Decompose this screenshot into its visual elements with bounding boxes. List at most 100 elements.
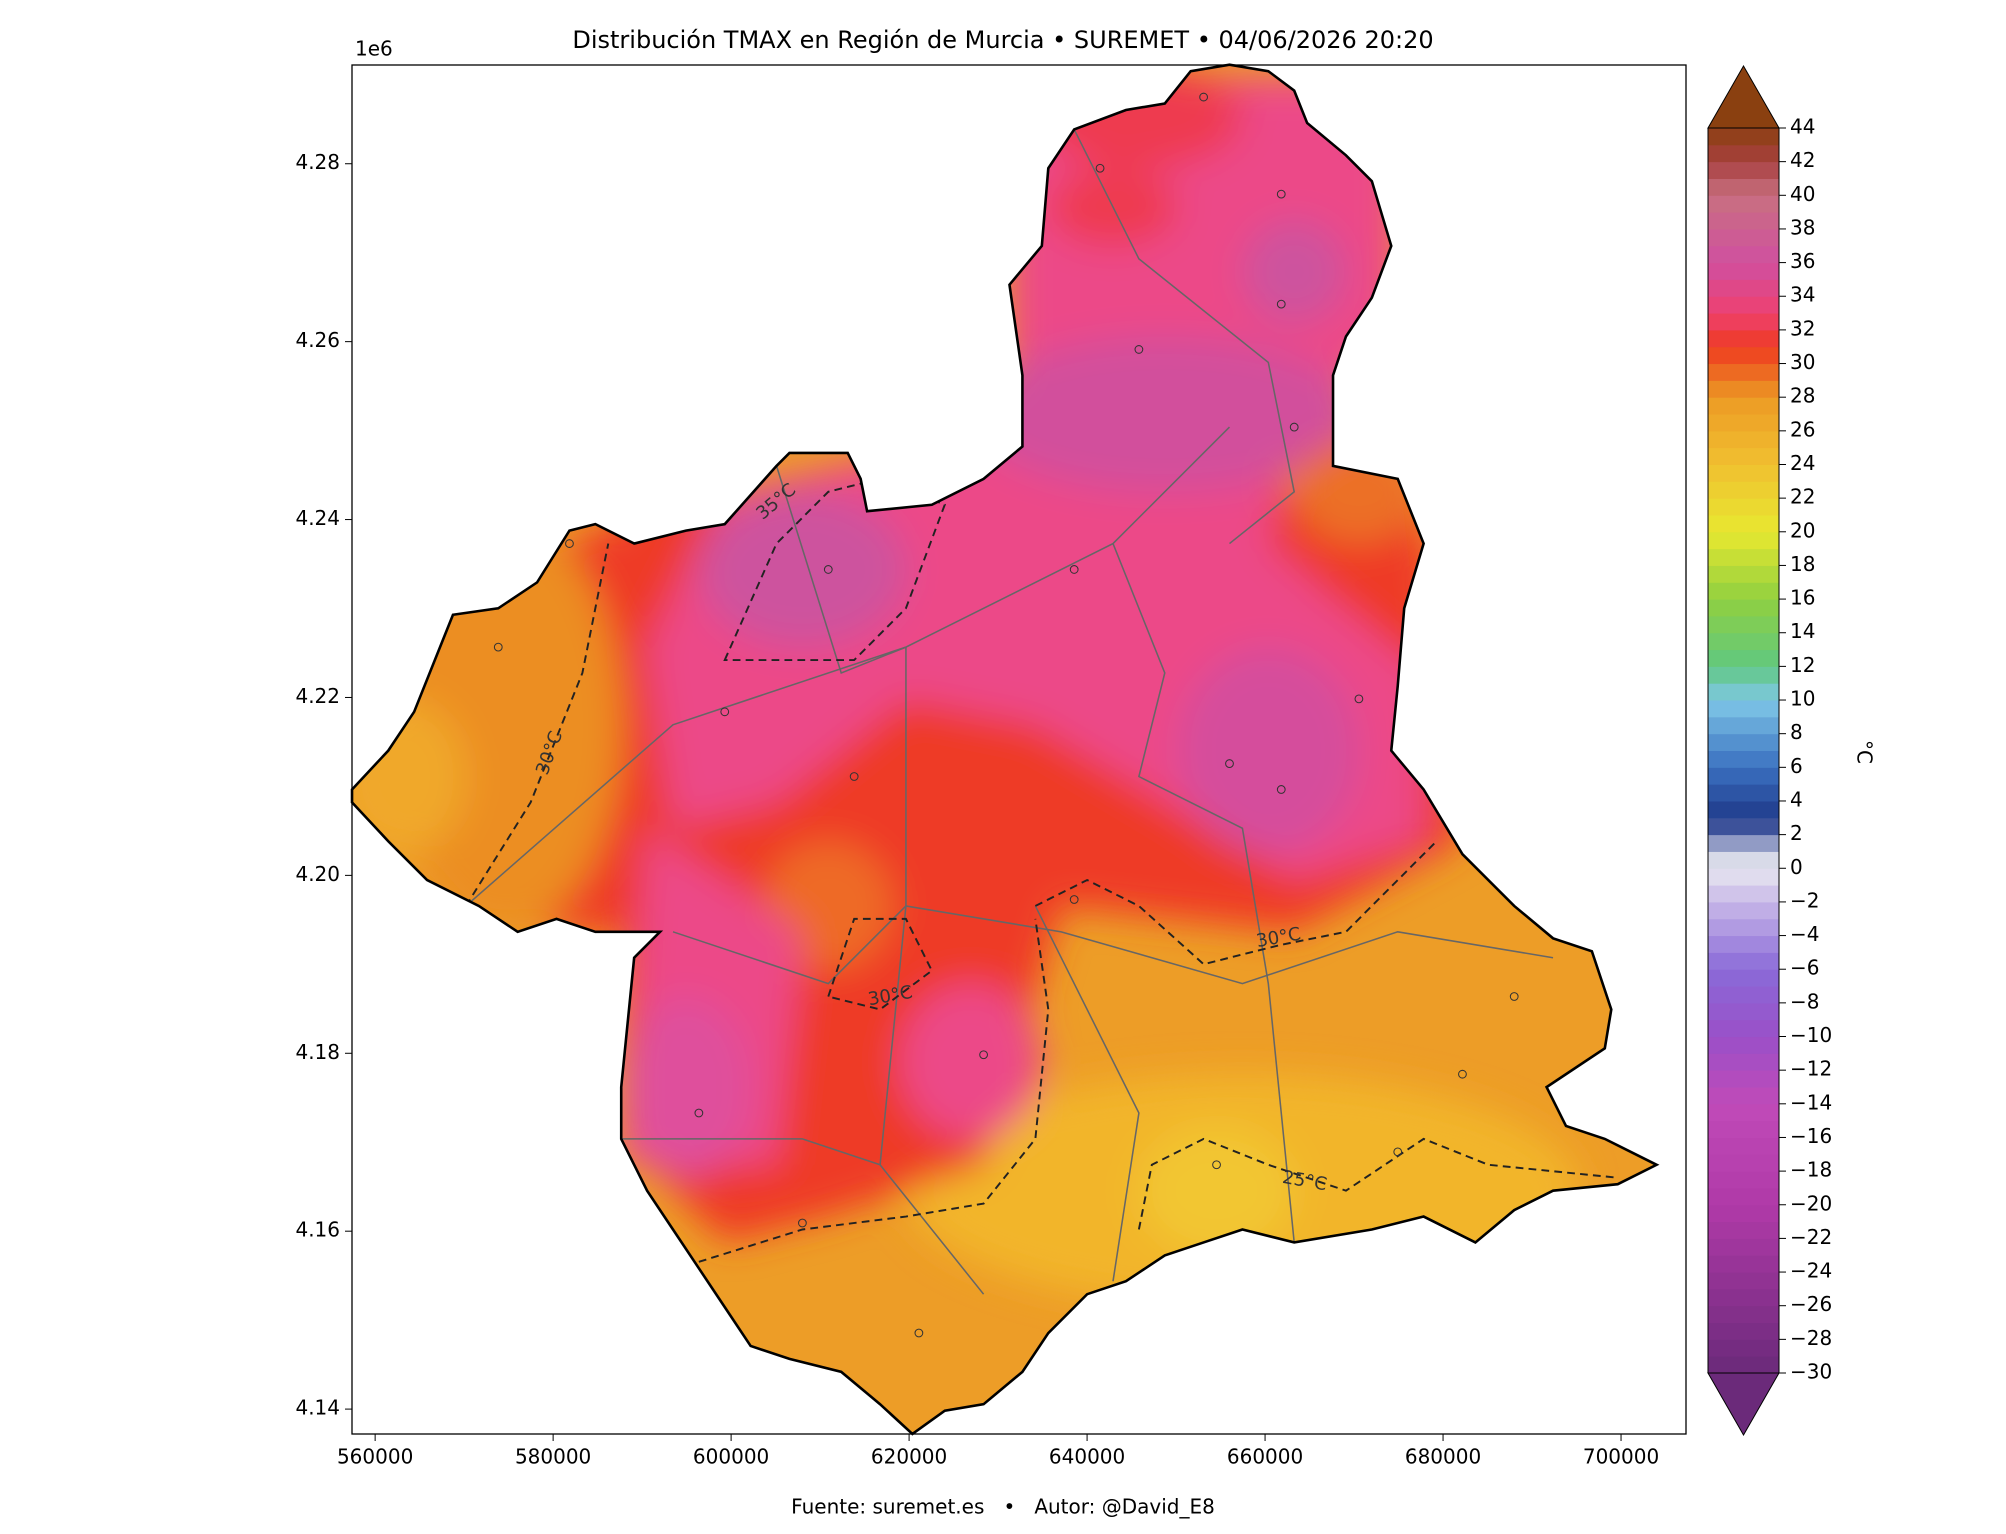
colorbar-band bbox=[1708, 767, 1779, 785]
colorbar-band bbox=[1708, 262, 1779, 280]
colorbar-band bbox=[1708, 1103, 1779, 1122]
colorbar-band bbox=[1708, 245, 1779, 264]
colorbar-band bbox=[1708, 918, 1779, 937]
colorbar-tick-label: −10 bbox=[1790, 1023, 1832, 1047]
colorbar-band bbox=[1708, 834, 1779, 852]
y-tick-label: 4.20 bbox=[295, 862, 340, 886]
colorbar-tick-label: 12 bbox=[1790, 653, 1815, 677]
colorbar-band bbox=[1708, 329, 1779, 348]
colorbar-band bbox=[1708, 279, 1779, 297]
colorbar-tick-label: 10 bbox=[1790, 687, 1815, 711]
colorbar-band bbox=[1708, 296, 1779, 314]
colorbar-band bbox=[1708, 885, 1779, 903]
colorbar-band bbox=[1708, 565, 1779, 583]
colorbar-tick-label: 32 bbox=[1790, 316, 1815, 340]
y-offset-label: 1e6 bbox=[355, 37, 393, 61]
colorbar-tick-label: −12 bbox=[1790, 1057, 1832, 1081]
colorbar-tick-label: 18 bbox=[1790, 552, 1815, 576]
colorbar-band bbox=[1708, 346, 1779, 365]
colorbar-tick-label: 42 bbox=[1790, 148, 1815, 172]
x-tick-label: 580000 bbox=[515, 1445, 591, 1469]
colorbar-extend-bottom bbox=[1707, 1372, 1780, 1437]
colorbar-band bbox=[1708, 952, 1779, 970]
colorbar-tick-label: 28 bbox=[1790, 384, 1815, 408]
colorbar-band bbox=[1708, 582, 1779, 600]
x-tick-label: 700000 bbox=[1583, 1445, 1659, 1469]
colorbar-tick-label: −14 bbox=[1790, 1090, 1832, 1114]
colorbar-tick-label: −20 bbox=[1790, 1191, 1832, 1215]
colorbar-band bbox=[1708, 750, 1779, 768]
y-tick-label: 4.24 bbox=[295, 506, 340, 530]
colorbar-label: °C bbox=[1853, 740, 1877, 764]
colorbar-band bbox=[1708, 935, 1779, 953]
colorbar-tick-label: 34 bbox=[1790, 283, 1815, 307]
x-tick-label: 560000 bbox=[337, 1445, 413, 1469]
colorbar-band bbox=[1708, 1238, 1779, 1256]
colorbar-tick-label: 8 bbox=[1790, 720, 1803, 744]
colorbar-band bbox=[1708, 1171, 1779, 1189]
colorbar-tick-label: −28 bbox=[1790, 1326, 1832, 1350]
colorbar-band bbox=[1708, 1255, 1779, 1273]
colorbar-tick-label: −8 bbox=[1790, 989, 1819, 1013]
colorbar-tick-label: −6 bbox=[1790, 956, 1819, 980]
colorbar-band bbox=[1708, 800, 1779, 819]
y-tick-label: 4.18 bbox=[295, 1040, 340, 1064]
y-tick-label: 4.22 bbox=[295, 684, 340, 708]
colorbar-band bbox=[1708, 548, 1779, 566]
colorbar-band bbox=[1708, 1086, 1779, 1105]
colorbar-band bbox=[1708, 1204, 1779, 1223]
colorbar-band bbox=[1708, 632, 1779, 651]
y-tick-label: 4.26 bbox=[295, 328, 340, 352]
colorbar-band bbox=[1708, 514, 1779, 533]
colorbar-band bbox=[1708, 969, 1779, 987]
colorbar-tick-label: 4 bbox=[1790, 787, 1803, 811]
colorbar-band bbox=[1708, 1356, 1779, 1374]
colorbar-band bbox=[1708, 178, 1779, 196]
colorbar-band bbox=[1708, 1272, 1779, 1290]
colorbar-tick-label: 44 bbox=[1790, 115, 1815, 139]
colorbar-band bbox=[1708, 716, 1779, 735]
colorbar-frame bbox=[1707, 127, 1780, 1374]
colorbar-band bbox=[1708, 481, 1779, 499]
x-tick-label: 600000 bbox=[693, 1445, 769, 1469]
colorbar-tick-label: −18 bbox=[1790, 1158, 1832, 1182]
colorbar-band bbox=[1708, 1019, 1779, 1038]
colorbar-band bbox=[1708, 144, 1779, 163]
colorbar-band bbox=[1708, 363, 1779, 381]
colorbar-band bbox=[1708, 700, 1779, 718]
footer: Fuente: suremet.es • Autor: @David_E8 bbox=[791, 1495, 1215, 1519]
colorbar-band bbox=[1708, 1002, 1779, 1021]
colorbar-band bbox=[1708, 784, 1779, 802]
colorbar-band bbox=[1708, 447, 1779, 465]
colorbar-tick-label: 14 bbox=[1790, 619, 1815, 643]
plot-frame bbox=[351, 64, 1687, 1435]
colorbar-tick-label: 6 bbox=[1790, 754, 1803, 778]
stations bbox=[493, 92, 1519, 1338]
colorbar-tick-label: −16 bbox=[1790, 1124, 1832, 1148]
colorbar-tick-label: −4 bbox=[1790, 922, 1819, 946]
colorbar-band bbox=[1708, 464, 1779, 482]
colorbar-band bbox=[1708, 986, 1779, 1004]
colorbar-band bbox=[1708, 615, 1779, 634]
colorbar-band bbox=[1708, 599, 1779, 617]
x-tick-label: 620000 bbox=[871, 1445, 947, 1469]
colorbar-band bbox=[1708, 733, 1779, 751]
colorbar-band bbox=[1708, 1305, 1779, 1324]
x-tick-label: 640000 bbox=[1049, 1445, 1125, 1469]
colorbar-band bbox=[1708, 1322, 1779, 1340]
colorbar-band bbox=[1708, 195, 1779, 213]
colorbar-band bbox=[1708, 1036, 1779, 1054]
map: 35°C 30°C 30°C 30°C 25°C bbox=[350, 63, 1658, 1436]
colorbar-tick-label: 16 bbox=[1790, 586, 1815, 610]
colorbar-band bbox=[1708, 851, 1779, 869]
colorbar-tick-label: 26 bbox=[1790, 417, 1815, 441]
colorbar-band bbox=[1708, 868, 1779, 886]
colorbar-tick-label: −2 bbox=[1790, 888, 1819, 912]
colorbar-band bbox=[1708, 313, 1779, 331]
colorbar-tick-label: 24 bbox=[1790, 451, 1815, 475]
colorbar-band bbox=[1708, 531, 1779, 550]
colorbar-band bbox=[1708, 498, 1779, 516]
colorbar-tick-label: 20 bbox=[1790, 518, 1815, 542]
colorbar-band bbox=[1708, 901, 1779, 920]
